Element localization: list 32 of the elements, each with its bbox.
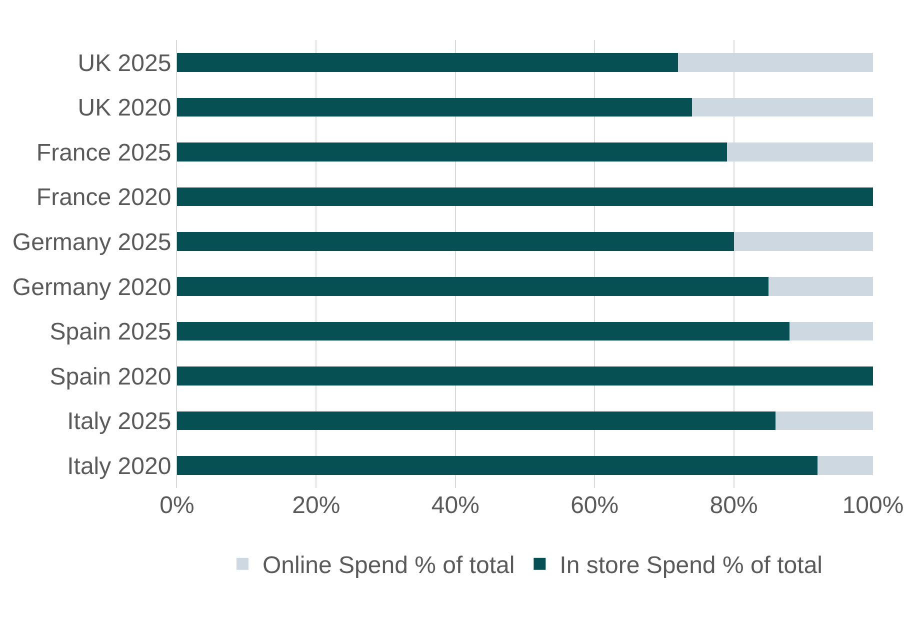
bar bbox=[177, 142, 727, 162]
bar bbox=[817, 456, 873, 476]
y-tick-label: Spain 2025 bbox=[50, 318, 172, 346]
bar bbox=[177, 411, 776, 430]
bar bbox=[768, 276, 873, 296]
legend-label: In store Spend % of total bbox=[560, 552, 822, 580]
y-tick-label: UK 2020 bbox=[78, 94, 172, 122]
bar bbox=[177, 276, 769, 296]
y-tick-label: Germany 2020 bbox=[12, 274, 172, 301]
bar bbox=[177, 187, 873, 206]
x-tick-label: 0% bbox=[160, 492, 194, 519]
bar bbox=[177, 366, 873, 386]
bar bbox=[776, 411, 873, 430]
y-tick-label: Italy 2025 bbox=[67, 408, 172, 436]
y-tick-label: France 2020 bbox=[36, 184, 172, 212]
x-tick-label: 60% bbox=[570, 492, 619, 519]
bar bbox=[177, 232, 734, 252]
x-tick-label: 40% bbox=[431, 492, 480, 519]
bar bbox=[789, 322, 873, 341]
y-tick-label: Spain 2020 bbox=[50, 363, 172, 390]
bar bbox=[177, 98, 692, 117]
bar bbox=[177, 52, 678, 72]
bar bbox=[177, 322, 790, 341]
x-tick-label: 20% bbox=[292, 492, 340, 519]
y-tick-label: Italy 2020 bbox=[67, 453, 172, 480]
x-tick-label: 100% bbox=[842, 492, 904, 519]
bar bbox=[177, 456, 818, 476]
y-tick-label: UK 2025 bbox=[78, 50, 172, 77]
legend-label: Online Spend % of total bbox=[262, 552, 515, 580]
y-tick-label: France 2025 bbox=[36, 139, 172, 166]
y-tick-label: Germany 2025 bbox=[12, 229, 172, 256]
x-tick-label: 80% bbox=[710, 492, 758, 519]
